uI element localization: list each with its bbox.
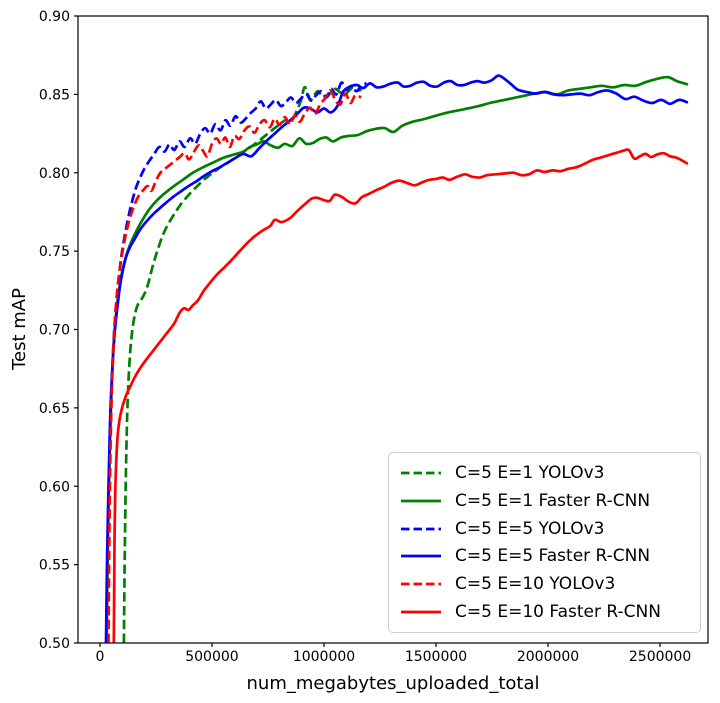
y-tick-label: 0.70	[39, 323, 70, 339]
y-tick-label: 0.50	[39, 636, 70, 652]
legend-label: C=5 E=1 YOLOv3	[455, 463, 605, 483]
legend-label: C=5 E=5 Faster R-CNN	[455, 546, 651, 567]
legend-label: C=5 E=1 Faster R-CNN	[455, 490, 651, 511]
x-tick-label: 1500000	[405, 649, 467, 665]
y-tick-label: 0.85	[39, 87, 70, 103]
legend-item: C=5 E=10 YOLOv3	[400, 571, 692, 597]
legend-line-sample	[401, 527, 441, 530]
y-tick-label: 0.90	[39, 9, 70, 25]
legend-item: C=5 E=10 Faster R-CNN	[400, 599, 692, 625]
legend: C=5 E=1 YOLOv3 C=5 E=1 Faster R-CNN C=5 E=…	[388, 452, 701, 633]
x-tick-label: 2500000	[629, 649, 691, 665]
legend-label: C=5 E=5 YOLOv3	[455, 518, 605, 539]
x-tick-label: 1000000	[293, 649, 355, 665]
legend-label: C=5 E=10 YOLOv3	[455, 574, 616, 595]
legend-line-sample	[401, 582, 441, 586]
legend-item: C=5 E=1 Faster R-CNN	[400, 488, 692, 514]
series-line-5	[112, 148, 689, 643]
y-tick-label: 0.80	[39, 166, 70, 182]
legend-line-sample	[401, 555, 441, 558]
x-tick-label: 2000000	[517, 649, 579, 665]
x-axis-ticks: 0 500000 1000000 1500000 2000000 2500000	[95, 643, 691, 665]
y-tick-label: 0.55	[39, 558, 70, 574]
x-tick-label: 0	[95, 649, 104, 665]
legend-item: C=5 E=1 YOLOv3	[400, 460, 692, 486]
legend-label: C=5 E=10 Faster R-CNN	[455, 601, 661, 622]
y-axis-ticks: 0.50 0.55 0.60 0.65 0.70 0.75 0.80 0.85 0.90	[39, 9, 78, 652]
legend-line-sample	[401, 471, 441, 475]
y-tick-label: 0.60	[39, 479, 70, 495]
legend-item: C=5 E=5 Faster R-CNN	[400, 543, 692, 569]
y-axis-label: Test mAP	[9, 288, 30, 371]
legend-item: C=5 E=5 YOLOv3	[400, 516, 692, 542]
y-tick-label: 0.75	[39, 244, 70, 260]
series-line-2	[105, 81, 368, 643]
x-axis-label: num_megabytes_uploaded_total	[247, 673, 540, 694]
legend-line-sample	[401, 610, 441, 614]
plot-lines	[104, 74, 689, 643]
y-tick-label: 0.65	[39, 401, 70, 417]
x-tick-label: 500000	[185, 649, 238, 665]
series-line-4	[107, 89, 362, 643]
series-line-1	[105, 75, 689, 643]
series-line-3	[104, 74, 689, 643]
legend-line-sample	[401, 499, 441, 503]
